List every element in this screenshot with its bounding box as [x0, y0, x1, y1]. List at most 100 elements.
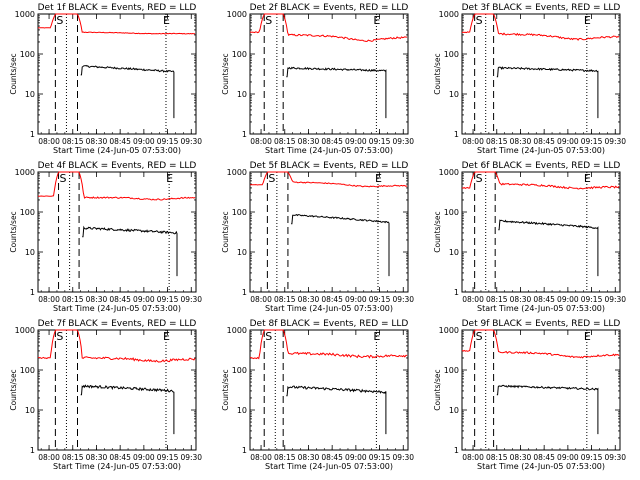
x-tick-label: 08:15 — [62, 295, 84, 304]
y-tick-label: 1000 — [15, 326, 35, 335]
y-tick-label: 1000 — [439, 326, 459, 335]
panel-title: Det 2f BLACK = Events, RED = LLD — [250, 3, 409, 13]
y-tick-label: 100 — [444, 50, 459, 59]
x-tick-label: 09:00 — [557, 453, 579, 462]
x-tick-label: 09:15 — [157, 295, 179, 304]
marker-s-label: S — [265, 14, 272, 27]
x-tick-label: 09:30 — [604, 137, 626, 146]
x-tick-label: 08:15 — [486, 137, 508, 146]
panel-2: Det 2f BLACK = Events, RED = LLD 1 10 100 10… — [221, 3, 414, 155]
y-axis-label: Counts/sec — [221, 53, 230, 94]
x-axis-label: Start Time (24-Jun-05 07:53:00) — [265, 146, 393, 155]
plot-frame — [37, 13, 197, 135]
y-tick-label: 100 — [444, 208, 459, 217]
y-axis-label: Counts/sec — [221, 211, 230, 252]
events-series-line — [80, 384, 175, 435]
x-tick-label: 08:15 — [274, 295, 296, 304]
x-tick-label: 08:00 — [462, 295, 484, 304]
x-tick-label: 08:00 — [462, 137, 484, 146]
marker-s-label: S — [56, 330, 63, 343]
events-series-line — [498, 219, 599, 277]
panel-5: Det 5f BLACK = Events, RED = LLD 1 10 100 10… — [221, 161, 414, 313]
marker-e-label: E — [584, 330, 591, 343]
panel-6: Det 6f BLACK = Events, RED = LLD 1 10 100 10… — [433, 161, 626, 313]
y-tick-label: 1000 — [227, 168, 247, 177]
panel-title: Det 3f BLACK = Events, RED = LLD — [462, 3, 621, 13]
x-tick-label: 08:30 — [86, 453, 108, 462]
lld-series-line — [249, 329, 408, 360]
x-tick-label: 09:30 — [392, 453, 414, 462]
x-axis-label: Start Time (24-Jun-05 07:53:00) — [53, 304, 181, 313]
x-tick-label: 08:00 — [250, 453, 272, 462]
x-tick-label: 09:15 — [157, 453, 179, 462]
marker-s-label: S — [476, 330, 483, 343]
lld-series-line — [249, 13, 408, 43]
events-series-line — [496, 66, 599, 119]
x-tick-label: 08:45 — [321, 137, 343, 146]
x-tick-label: 09:15 — [581, 295, 603, 304]
y-tick-label: 1 — [454, 130, 459, 139]
x-tick-label: 09:15 — [157, 137, 179, 146]
x-axis-label: Start Time (24-Jun-05 07:53:00) — [477, 146, 605, 155]
y-tick-label: 1 — [242, 446, 247, 455]
y-axis-label: Counts/sec — [433, 53, 442, 94]
plot-frame — [37, 329, 197, 451]
plot-frame — [461, 13, 621, 135]
panel-title: Det 8f BLACK = Events, RED = LLD — [250, 319, 409, 329]
x-tick-label: 08:45 — [533, 137, 555, 146]
y-tick-label: 10 — [237, 90, 247, 99]
x-axis-label: Start Time (24-Jun-05 07:53:00) — [53, 146, 181, 155]
x-tick-label: 08:15 — [62, 137, 84, 146]
y-tick-label: 10 — [25, 406, 35, 415]
panel-title: Det 9f BLACK = Events, RED = LLD — [462, 319, 621, 329]
x-tick-label: 09:30 — [604, 295, 626, 304]
x-tick-label: 08:30 — [298, 295, 320, 304]
y-tick-label: 1000 — [439, 168, 459, 177]
x-tick-label: 08:45 — [109, 453, 131, 462]
y-tick-label: 10 — [25, 248, 35, 257]
marker-s-label: S — [476, 172, 483, 185]
y-tick-label: 1000 — [15, 168, 35, 177]
lld-series-line — [461, 171, 620, 190]
x-tick-label: 08:00 — [38, 453, 60, 462]
x-tick-label: 09:00 — [557, 295, 579, 304]
y-tick-label: 1 — [30, 288, 35, 297]
y-axis-label: Counts/sec — [9, 211, 18, 252]
y-axis-label: Counts/sec — [221, 369, 230, 410]
x-tick-label: 08:00 — [38, 295, 60, 304]
x-axis-label: Start Time (24-Jun-05 07:53:00) — [477, 462, 605, 471]
x-tick-label: 08:30 — [298, 137, 320, 146]
panel-3: Det 3f BLACK = Events, RED = LLD 1 10 100 10… — [433, 3, 626, 155]
x-tick-label: 09:15 — [369, 453, 391, 462]
x-axis-label: Start Time (24-Jun-05 07:53:00) — [265, 304, 393, 313]
marker-e-label: E — [373, 330, 380, 343]
y-tick-label: 100 — [232, 50, 247, 59]
x-tick-label: 08:15 — [62, 453, 84, 462]
y-axis-label: Counts/sec — [433, 369, 442, 410]
plot-frame — [249, 171, 409, 293]
panel-title: Det 7f BLACK = Events, RED = LLD — [38, 319, 197, 329]
marker-e-label: E — [163, 330, 170, 343]
x-tick-label: 09:15 — [581, 137, 603, 146]
y-axis-label: Counts/sec — [9, 53, 18, 94]
lld-series-line — [38, 329, 196, 363]
x-tick-label: 08:45 — [321, 295, 343, 304]
x-tick-label: 09:30 — [180, 295, 202, 304]
panel-title: Det 6f BLACK = Events, RED = LLD — [462, 161, 621, 171]
panel-7: Det 7f BLACK = Events, RED = LLD 1 10 100 10… — [9, 319, 202, 471]
lld-series-line — [37, 171, 196, 201]
lld-series-line — [461, 13, 620, 41]
x-tick-label: 09:15 — [581, 453, 603, 462]
lld-series-line — [37, 13, 196, 35]
x-tick-label: 08:15 — [274, 453, 296, 462]
x-tick-label: 08:30 — [510, 453, 532, 462]
x-tick-label: 09:00 — [133, 295, 155, 304]
x-tick-label: 08:15 — [486, 295, 508, 304]
x-tick-label: 09:30 — [392, 295, 414, 304]
x-tick-label: 09:30 — [180, 453, 202, 462]
x-tick-label: 09:00 — [133, 453, 155, 462]
marker-s-label: S — [265, 330, 272, 343]
x-tick-label: 08:30 — [510, 295, 532, 304]
marker-e-label: E — [163, 14, 170, 27]
y-tick-label: 1 — [454, 288, 459, 297]
